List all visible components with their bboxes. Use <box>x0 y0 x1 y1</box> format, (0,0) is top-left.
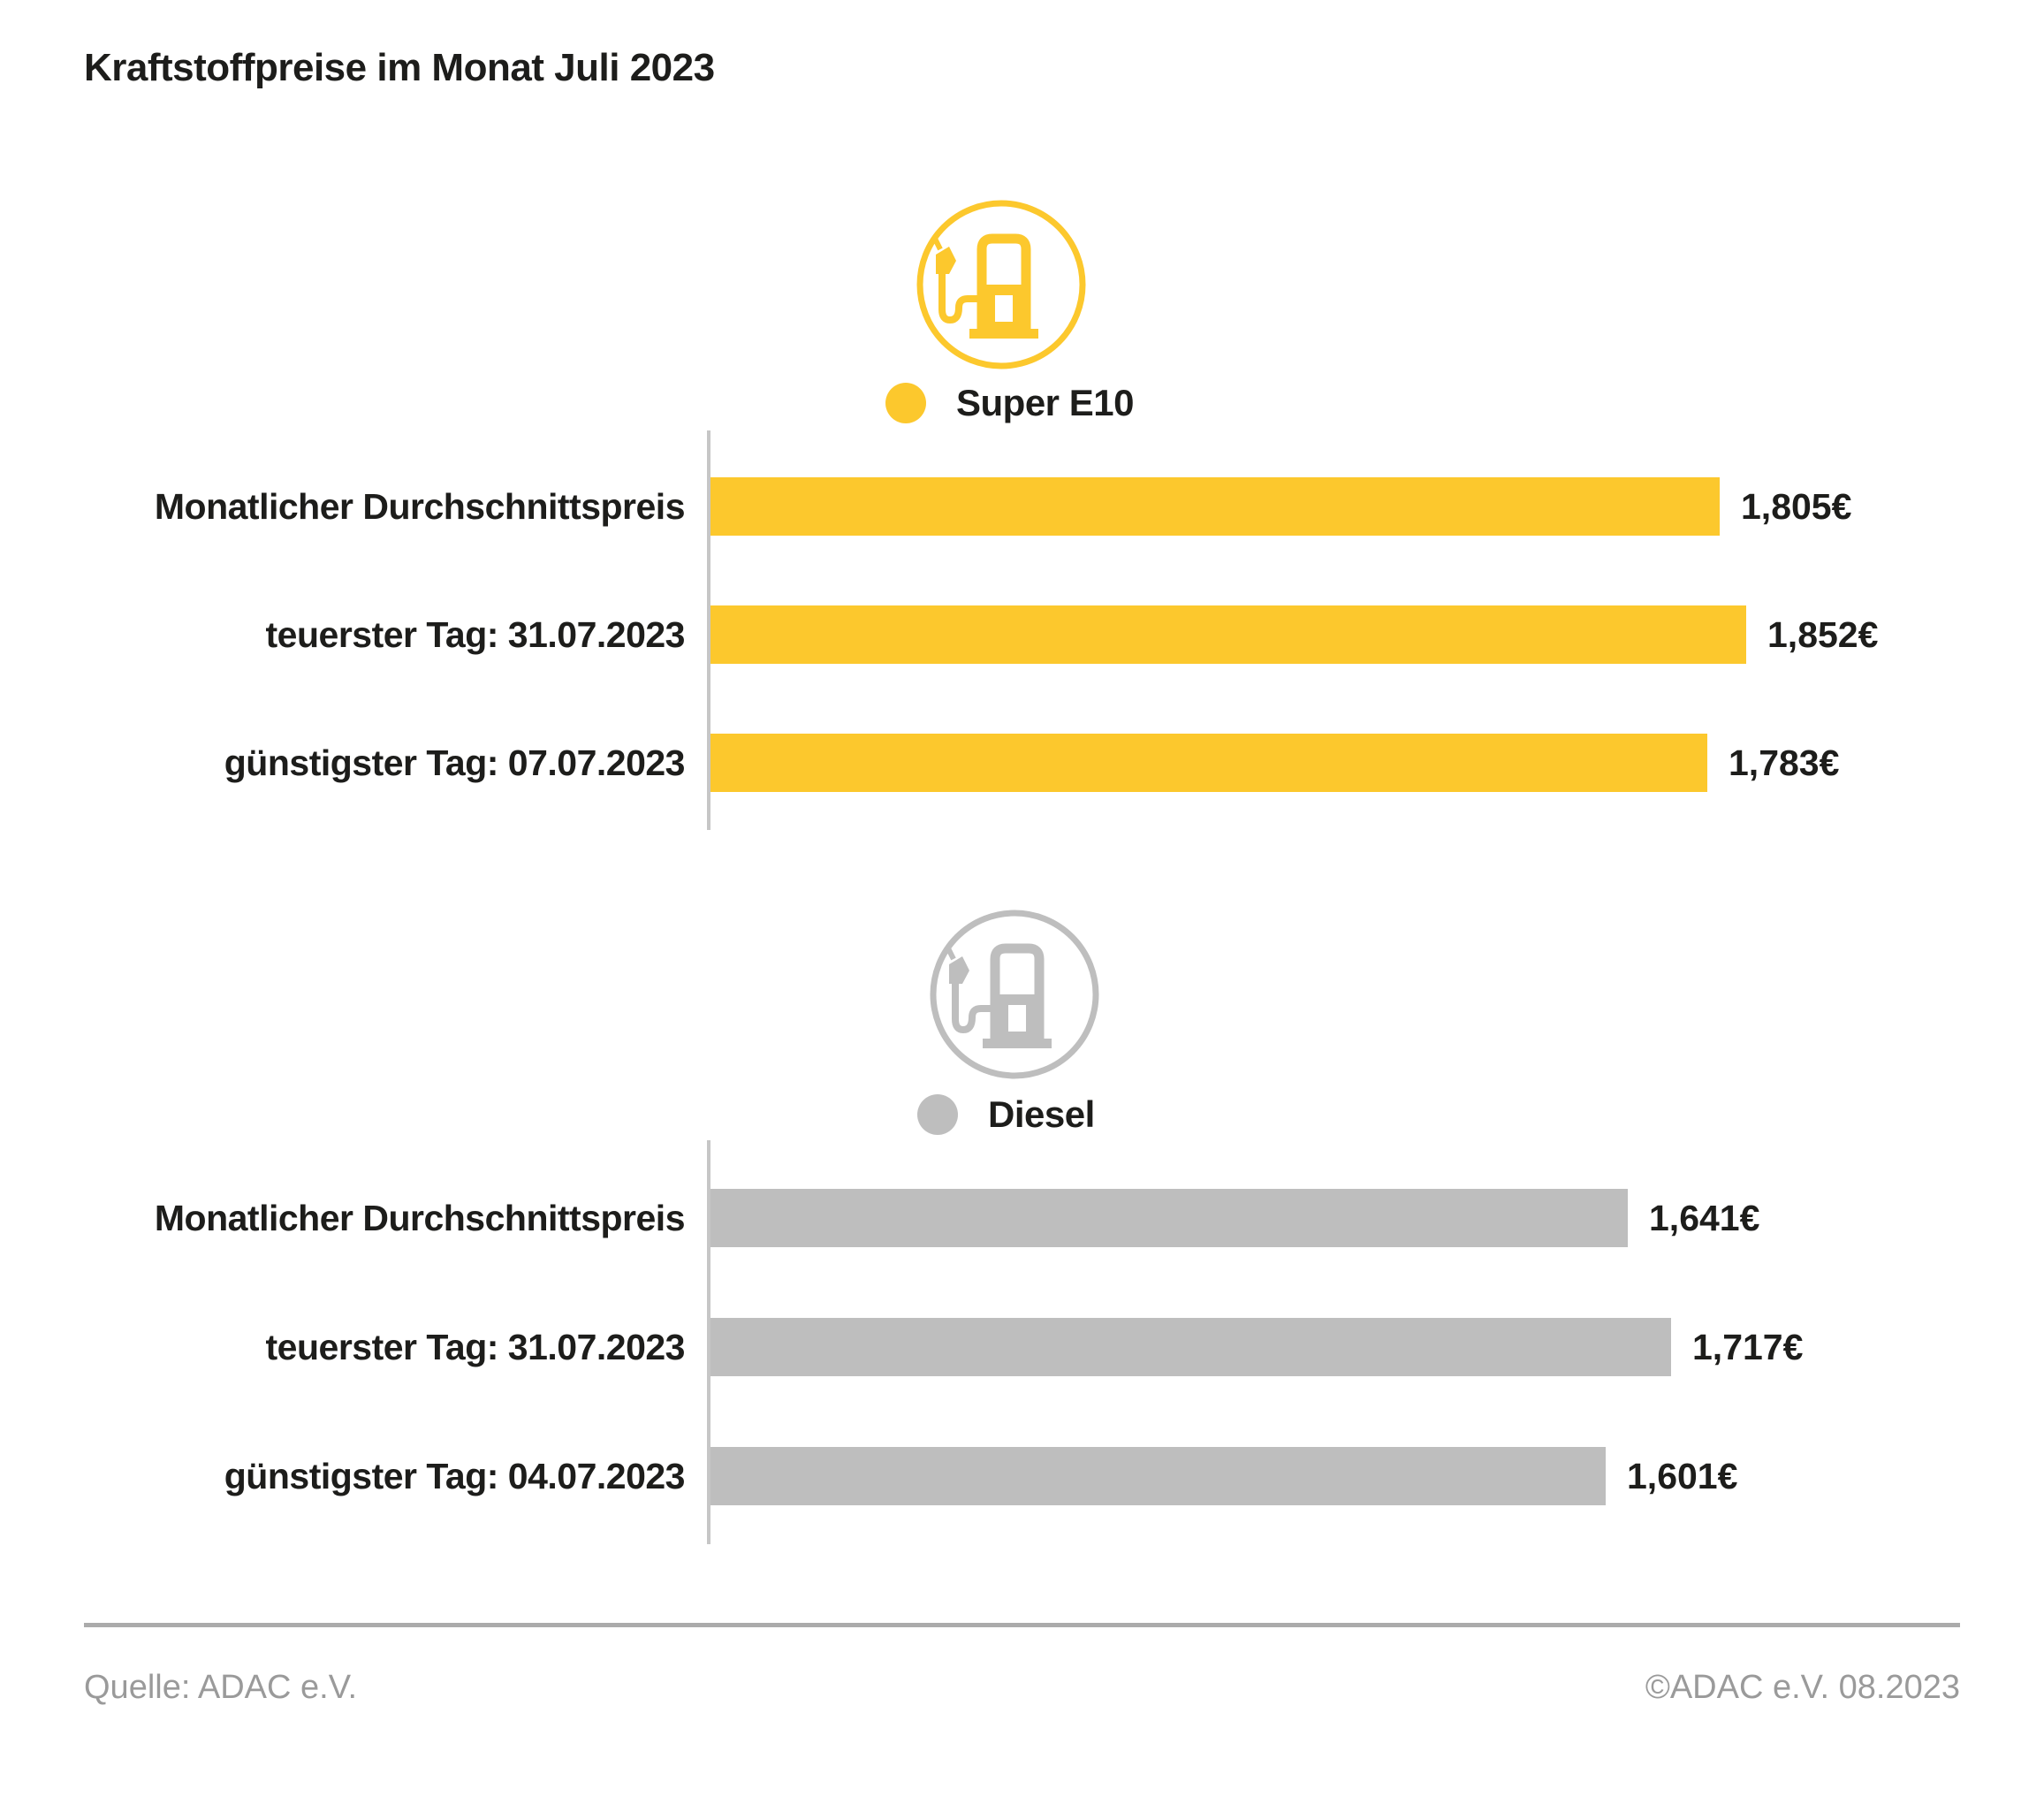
footer-divider <box>84 1623 1960 1627</box>
bar-diesel-most-expensive <box>710 1318 1671 1376</box>
bar-row-average: Monatlicher Durchschnittspreis 1,641€ <box>0 1189 2044 1247</box>
bar-value: 1,601€ <box>1627 1455 1738 1496</box>
bar-label: teuerster Tag: 31.07.2023 <box>265 613 686 655</box>
y-axis-line <box>707 1140 710 1544</box>
bar-label: teuerster Tag: 31.07.2023 <box>265 1326 686 1367</box>
bar-super-e10-most-expensive <box>710 605 1746 664</box>
bar-row-cheapest: günstigster Tag: 07.07.2023 1,783€ <box>0 734 2044 792</box>
bar-diesel-cheapest <box>710 1447 1606 1505</box>
diesel-bar-chart: Monatlicher Durchschnittspreis 1,641€ te… <box>0 1140 2044 1544</box>
bar-value: 1,852€ <box>1767 613 1879 655</box>
legend-label: Diesel <box>988 1093 1095 1135</box>
legend-label: Super E10 <box>956 382 1134 423</box>
bar-row-cheapest: günstigster Tag: 04.07.2023 1,601€ <box>0 1447 2044 1505</box>
bar-label: Monatlicher Durchschnittspreis <box>154 1197 686 1238</box>
bar-label: günstigster Tag: 07.07.2023 <box>224 742 686 783</box>
bar-super-e10-average <box>710 477 1720 536</box>
y-axis-line <box>707 430 710 830</box>
bar-diesel-average <box>710 1189 1628 1247</box>
bar-value: 1,783€ <box>1729 742 1840 783</box>
bar-value: 1,717€ <box>1692 1326 1804 1367</box>
legend-dot-icon <box>885 383 926 423</box>
legend-diesel: Diesel <box>917 1093 1095 1136</box>
fuel-pump-icon <box>926 906 1103 1083</box>
bar-row-most-expensive: teuerster Tag: 31.07.2023 1,717€ <box>0 1318 2044 1376</box>
super-e10-bar-chart: Monatlicher Durchschnittspreis 1,805€ te… <box>0 430 2044 830</box>
page-title: Kraftstoffpreise im Monat Juli 2023 <box>84 46 715 89</box>
fuel-pump-icon <box>913 196 1090 373</box>
bar-label: Monatlicher Durchschnittspreis <box>154 485 686 527</box>
bar-row-most-expensive: teuerster Tag: 31.07.2023 1,852€ <box>0 605 2044 664</box>
copyright-text: ©ADAC e.V. 08.2023 <box>1645 1669 1960 1706</box>
source-text: Quelle: ADAC e.V. <box>84 1669 358 1706</box>
bar-label: günstigster Tag: 04.07.2023 <box>224 1455 686 1496</box>
bar-value: 1,641€ <box>1649 1197 1760 1238</box>
bar-super-e10-cheapest <box>710 734 1707 792</box>
legend-super-e10: Super E10 <box>885 382 1134 424</box>
bar-row-average: Monatlicher Durchschnittspreis 1,805€ <box>0 477 2044 536</box>
bar-value: 1,805€ <box>1741 485 1852 527</box>
legend-dot-icon <box>917 1094 958 1135</box>
